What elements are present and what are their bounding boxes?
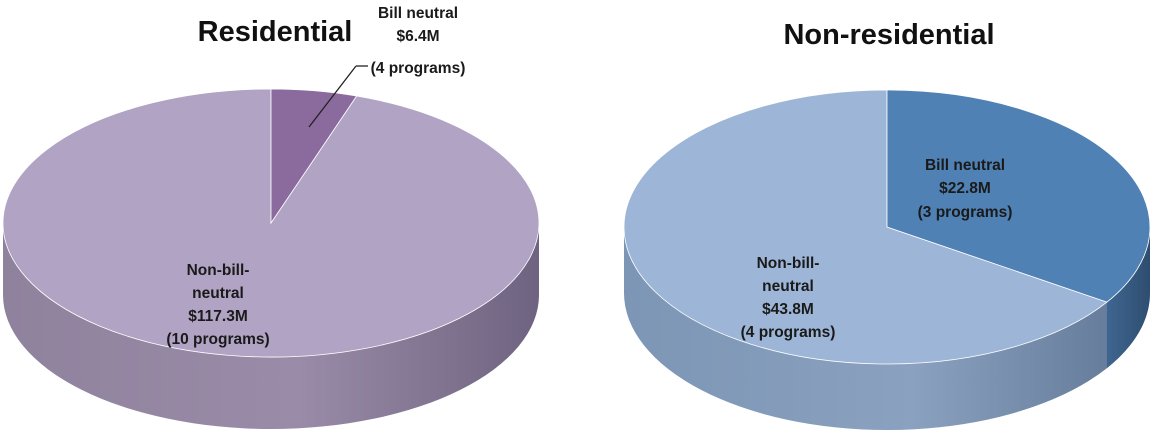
non-residential-bill-neutral-count: (3 programs) [918, 204, 1013, 221]
residential-pie-side [3, 223, 539, 429]
residential-title: Residential [198, 16, 353, 48]
non-residential-non-bill-neutral-value: $43.8M [762, 301, 814, 318]
non-residential-pie-side-bill-neutral [1106, 227, 1150, 369]
residential-non-bill-neutral-label-line2: neutral [192, 285, 244, 302]
non-residential-non-bill-neutral-label-line2: neutral [762, 278, 814, 295]
residential-non-bill-neutral-value: $117.3M [188, 308, 247, 325]
non-residential-bill-neutral-value: $22.8M [939, 180, 991, 197]
residential-slice-bill-neutral [270, 88, 358, 225]
non-residential-slice-bill-neutral [886, 89, 1151, 303]
residential-bill-neutral-count: (4 programs) [371, 60, 466, 77]
residential-bill-neutral-label: Bill neutral [378, 5, 458, 22]
residential-bill-neutral-leader-line [308, 65, 357, 128]
non-residential-chart: Non-residential Bill neutral $22.8M (3 p… [623, 19, 1151, 430]
residential-chart: Residential Bill neutral $6.4M (4 progra… [2, 5, 540, 429]
residential-bill-neutral-value: $6.4M [396, 28, 439, 45]
non-residential-slice-non-bill-neutral [623, 89, 1108, 365]
non-residential-non-bill-neutral-count: (4 programs) [741, 324, 836, 341]
non-residential-title: Non-residential [783, 19, 994, 51]
residential-non-bill-neutral-count: (10 programs) [166, 331, 269, 348]
non-residential-pie-side [624, 227, 1150, 430]
non-residential-non-bill-neutral-label-line1: Non-bill- [757, 255, 820, 272]
non-residential-bill-neutral-label: Bill neutral [925, 157, 1005, 174]
residential-non-bill-neutral-label-line1: Non-bill- [187, 262, 250, 279]
